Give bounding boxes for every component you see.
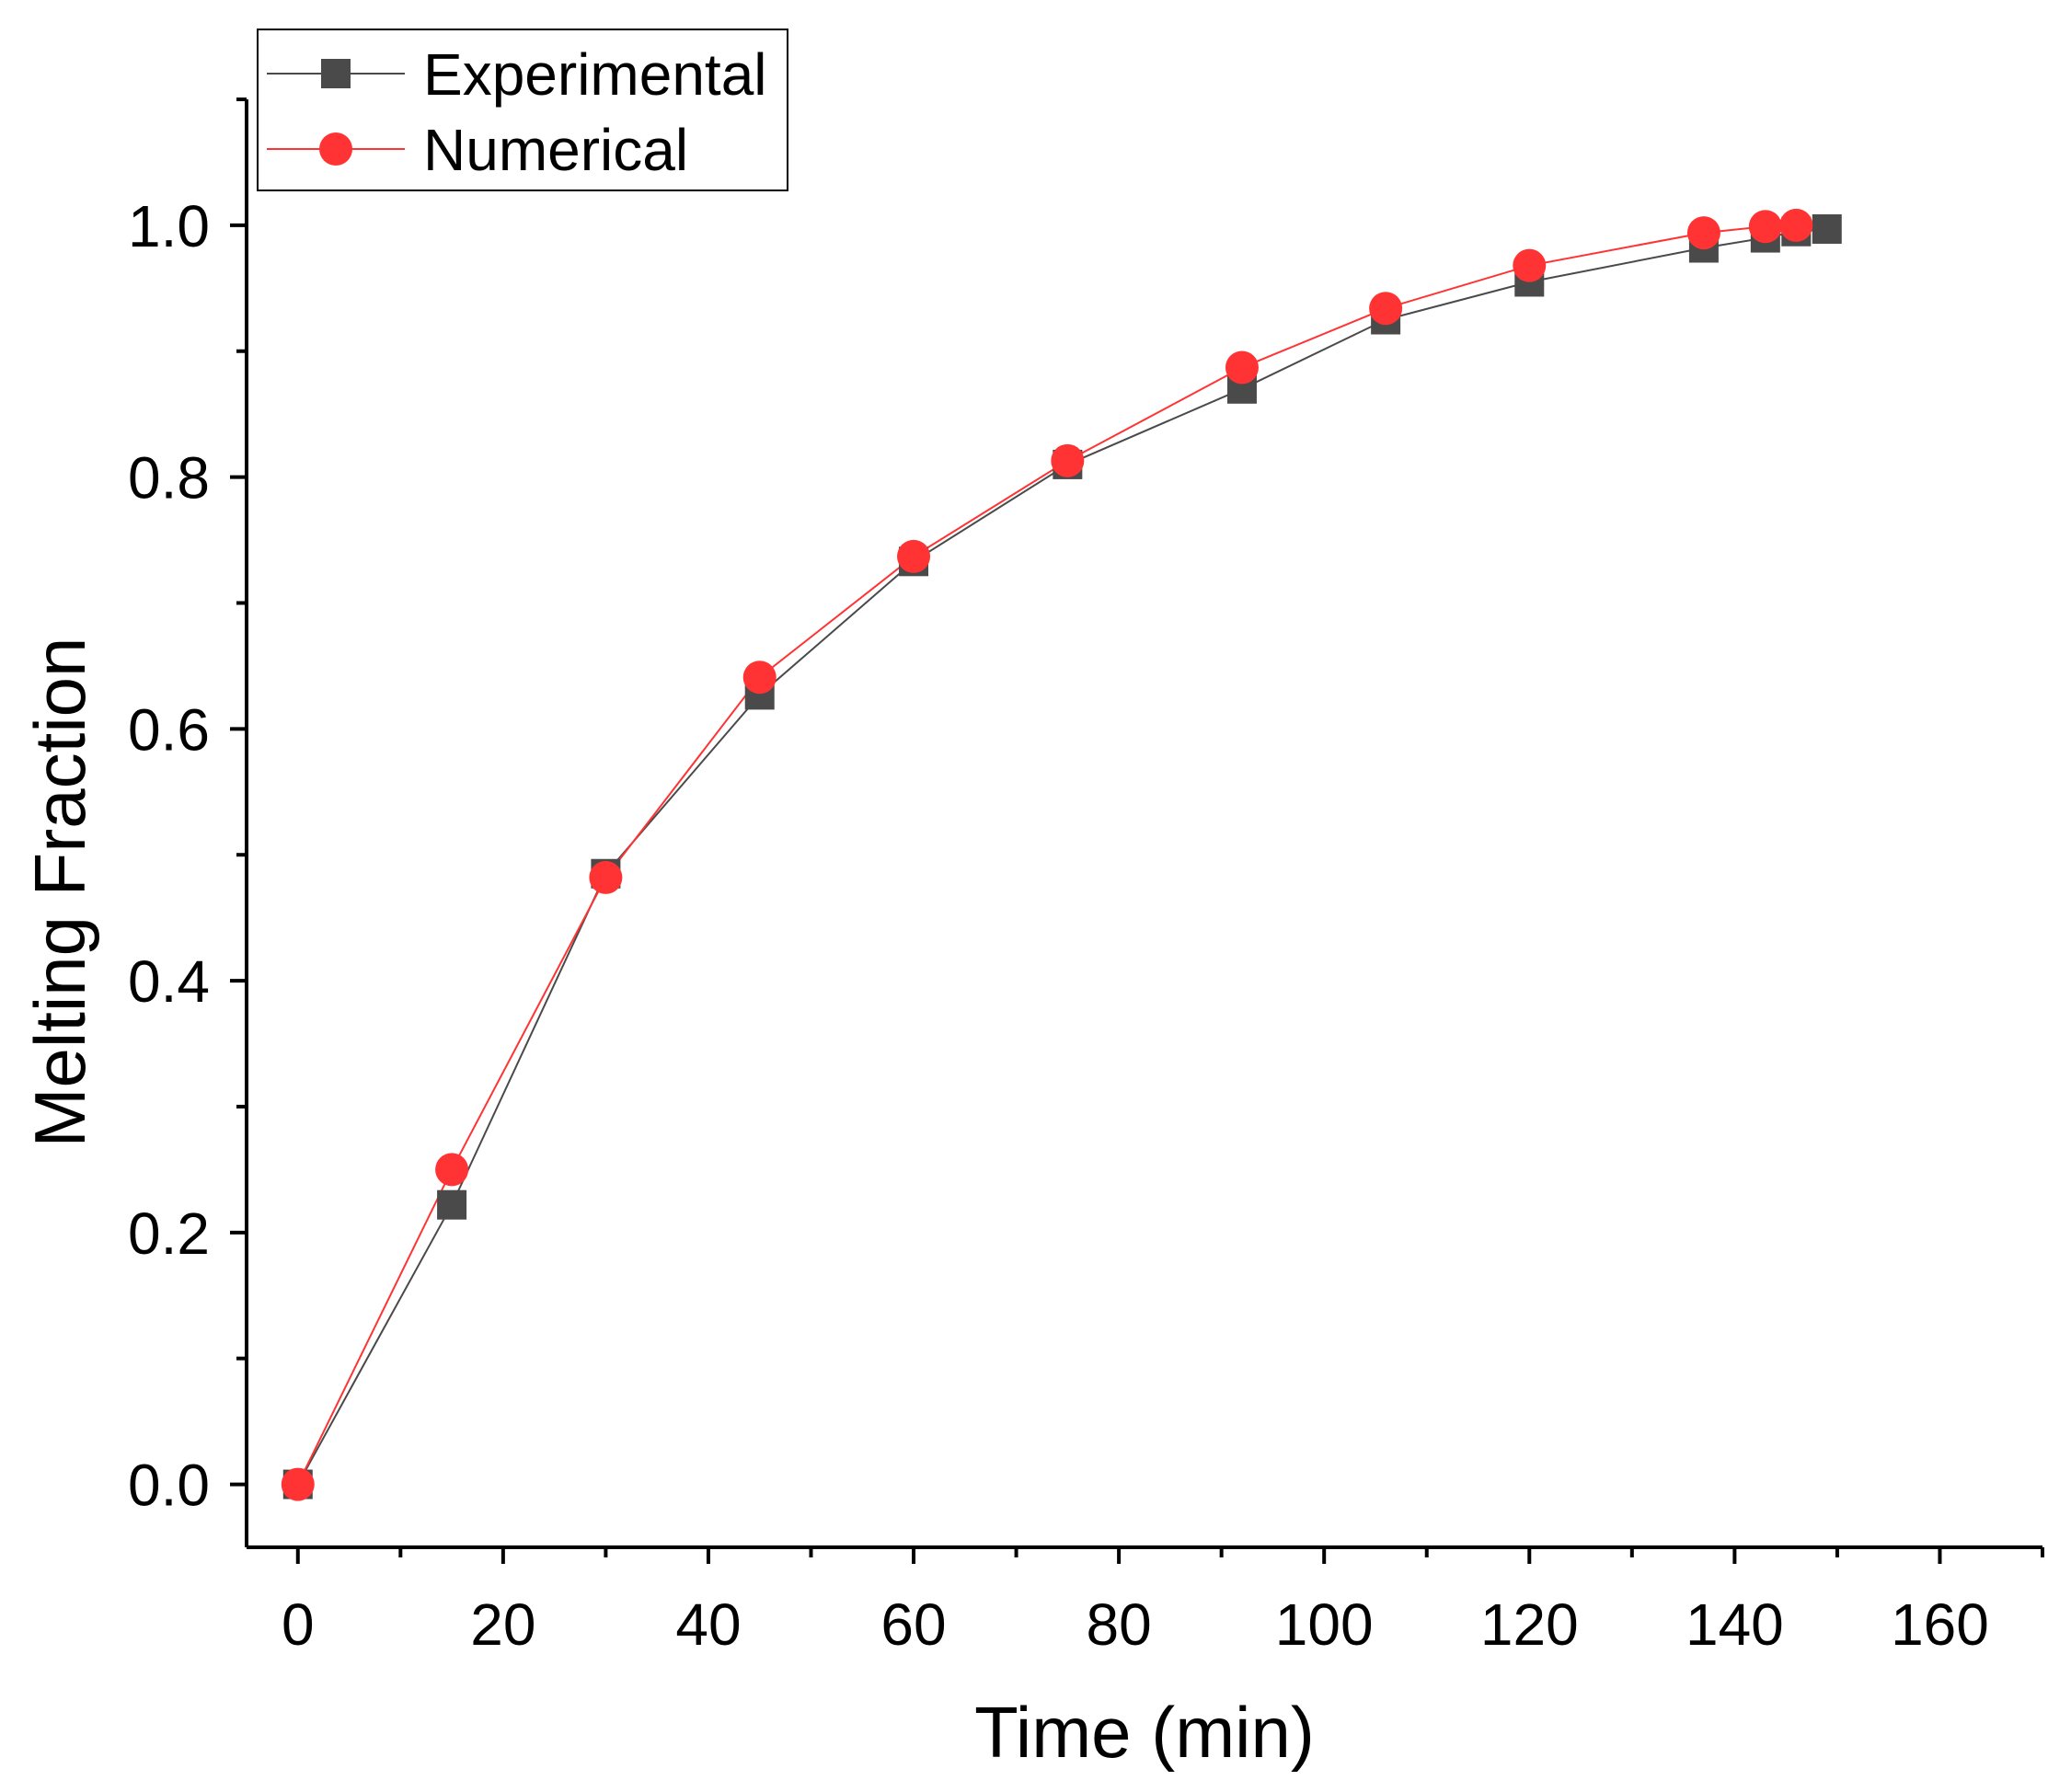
legend: Experimental Numerical (257, 29, 788, 191)
data-point-numerical (1369, 292, 1403, 326)
data-point-numerical (897, 539, 931, 573)
x-tick-label: 160 (1891, 1591, 1989, 1658)
data-point-numerical (1779, 208, 1813, 242)
data-point-experimental (1812, 213, 1842, 244)
data-point-numerical (1225, 350, 1259, 385)
y-tick-label: 0.0 (128, 1453, 210, 1519)
x-tick-label: 80 (1087, 1591, 1152, 1658)
legend-label-experimental: Experimental (423, 41, 767, 108)
data-point-numerical (742, 661, 777, 695)
x-axis-title: Time (min) (974, 1692, 1315, 1773)
legend-marker-square-icon (321, 59, 351, 88)
x-tick-label: 60 (880, 1591, 946, 1658)
series-line-numerical (296, 224, 1797, 1486)
data-point-numerical (1748, 210, 1782, 244)
data-point-experimental (437, 1189, 467, 1220)
legend-label-numerical: Numerical (423, 117, 688, 183)
x-tick-label: 20 (470, 1591, 535, 1658)
x-tick-label: 0 (282, 1591, 315, 1658)
y-tick-label: 0.6 (128, 696, 210, 763)
x-tick-label: 100 (1275, 1591, 1374, 1658)
y-tick-label: 0.2 (128, 1200, 210, 1267)
data-point-numerical (1051, 443, 1085, 477)
x-tick-label: 140 (1686, 1591, 1784, 1658)
data-point-numerical (1686, 216, 1720, 250)
x-tick-label: 40 (675, 1591, 741, 1658)
y-tick-label: 0.4 (128, 948, 210, 1015)
legend-box (257, 29, 788, 191)
data-point-numerical (435, 1153, 469, 1187)
x-tick-label: 120 (1480, 1591, 1579, 1658)
y-tick-label: 0.8 (128, 445, 210, 511)
data-point-numerical (281, 1467, 315, 1501)
axes: 0 20 40 60 80 100 120 140 160 0.0 0.2 0.4 0.6 0.8 1.0 (128, 98, 2044, 1658)
legend-marker-circle-icon (319, 132, 352, 166)
series-line-experimental (296, 227, 1827, 1486)
y-axis-title: Melting Fraction (19, 638, 100, 1148)
plot-area (281, 208, 1842, 1501)
data-point-numerical (1513, 248, 1547, 282)
y-tick-label: 1.0 (128, 193, 210, 259)
data-point-numerical (589, 860, 623, 894)
